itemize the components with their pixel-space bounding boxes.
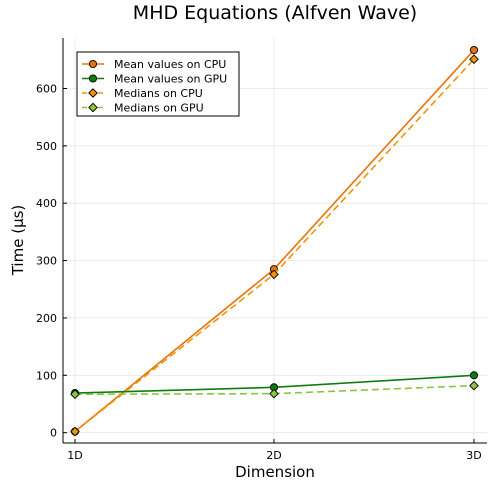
data-point bbox=[269, 269, 279, 280]
x-axis-label: Dimension bbox=[235, 463, 315, 481]
legend-entry: Mean values on CPU bbox=[82, 58, 226, 71]
y-axis-label: Time (µs) bbox=[9, 205, 27, 277]
y-tick-label: 0 bbox=[50, 427, 57, 440]
y-ticks: 0 100 200 300 400 500 600 bbox=[36, 82, 67, 440]
legend-marker bbox=[88, 74, 98, 83]
x-tick-label: 2D bbox=[266, 449, 281, 462]
x-ticks: 1D 2D 3D bbox=[67, 439, 482, 462]
data-point bbox=[469, 380, 479, 391]
x-tick-label: 3D bbox=[466, 449, 481, 462]
y-tick-label: 100 bbox=[36, 369, 57, 382]
series-3 bbox=[70, 54, 479, 437]
data-point bbox=[70, 389, 80, 400]
legend-label: Mean values on GPU bbox=[114, 73, 227, 86]
chart-title: MHD Equations (Alfven Wave) bbox=[133, 2, 417, 24]
data-point bbox=[269, 388, 279, 399]
data-point bbox=[469, 45, 479, 55]
legend-entry: Medians on CPU bbox=[82, 87, 203, 100]
series-4 bbox=[70, 380, 479, 400]
data-point bbox=[70, 426, 80, 437]
legend-marker bbox=[88, 88, 98, 98]
series-1 bbox=[70, 45, 479, 436]
legend-entry: Medians on GPU bbox=[82, 102, 204, 115]
legend-label: Medians on CPU bbox=[114, 87, 203, 100]
data-point bbox=[469, 54, 479, 65]
y-tick-label: 300 bbox=[36, 255, 57, 268]
legend-label: Medians on GPU bbox=[114, 102, 204, 115]
legend-marker bbox=[88, 102, 98, 113]
y-tick-label: 600 bbox=[36, 82, 57, 95]
legend-label: Mean values on CPU bbox=[114, 58, 226, 71]
legend-marker bbox=[88, 59, 98, 69]
series-layer bbox=[70, 45, 479, 437]
legend-box bbox=[76, 51, 240, 117]
data-point bbox=[469, 371, 479, 380]
x-tick-label: 1D bbox=[67, 449, 82, 462]
y-tick-label: 200 bbox=[36, 312, 57, 325]
y-tick-label: 400 bbox=[36, 197, 57, 210]
legend-entry: Mean values on GPU bbox=[82, 73, 227, 86]
y-tick-label: 500 bbox=[36, 140, 57, 153]
